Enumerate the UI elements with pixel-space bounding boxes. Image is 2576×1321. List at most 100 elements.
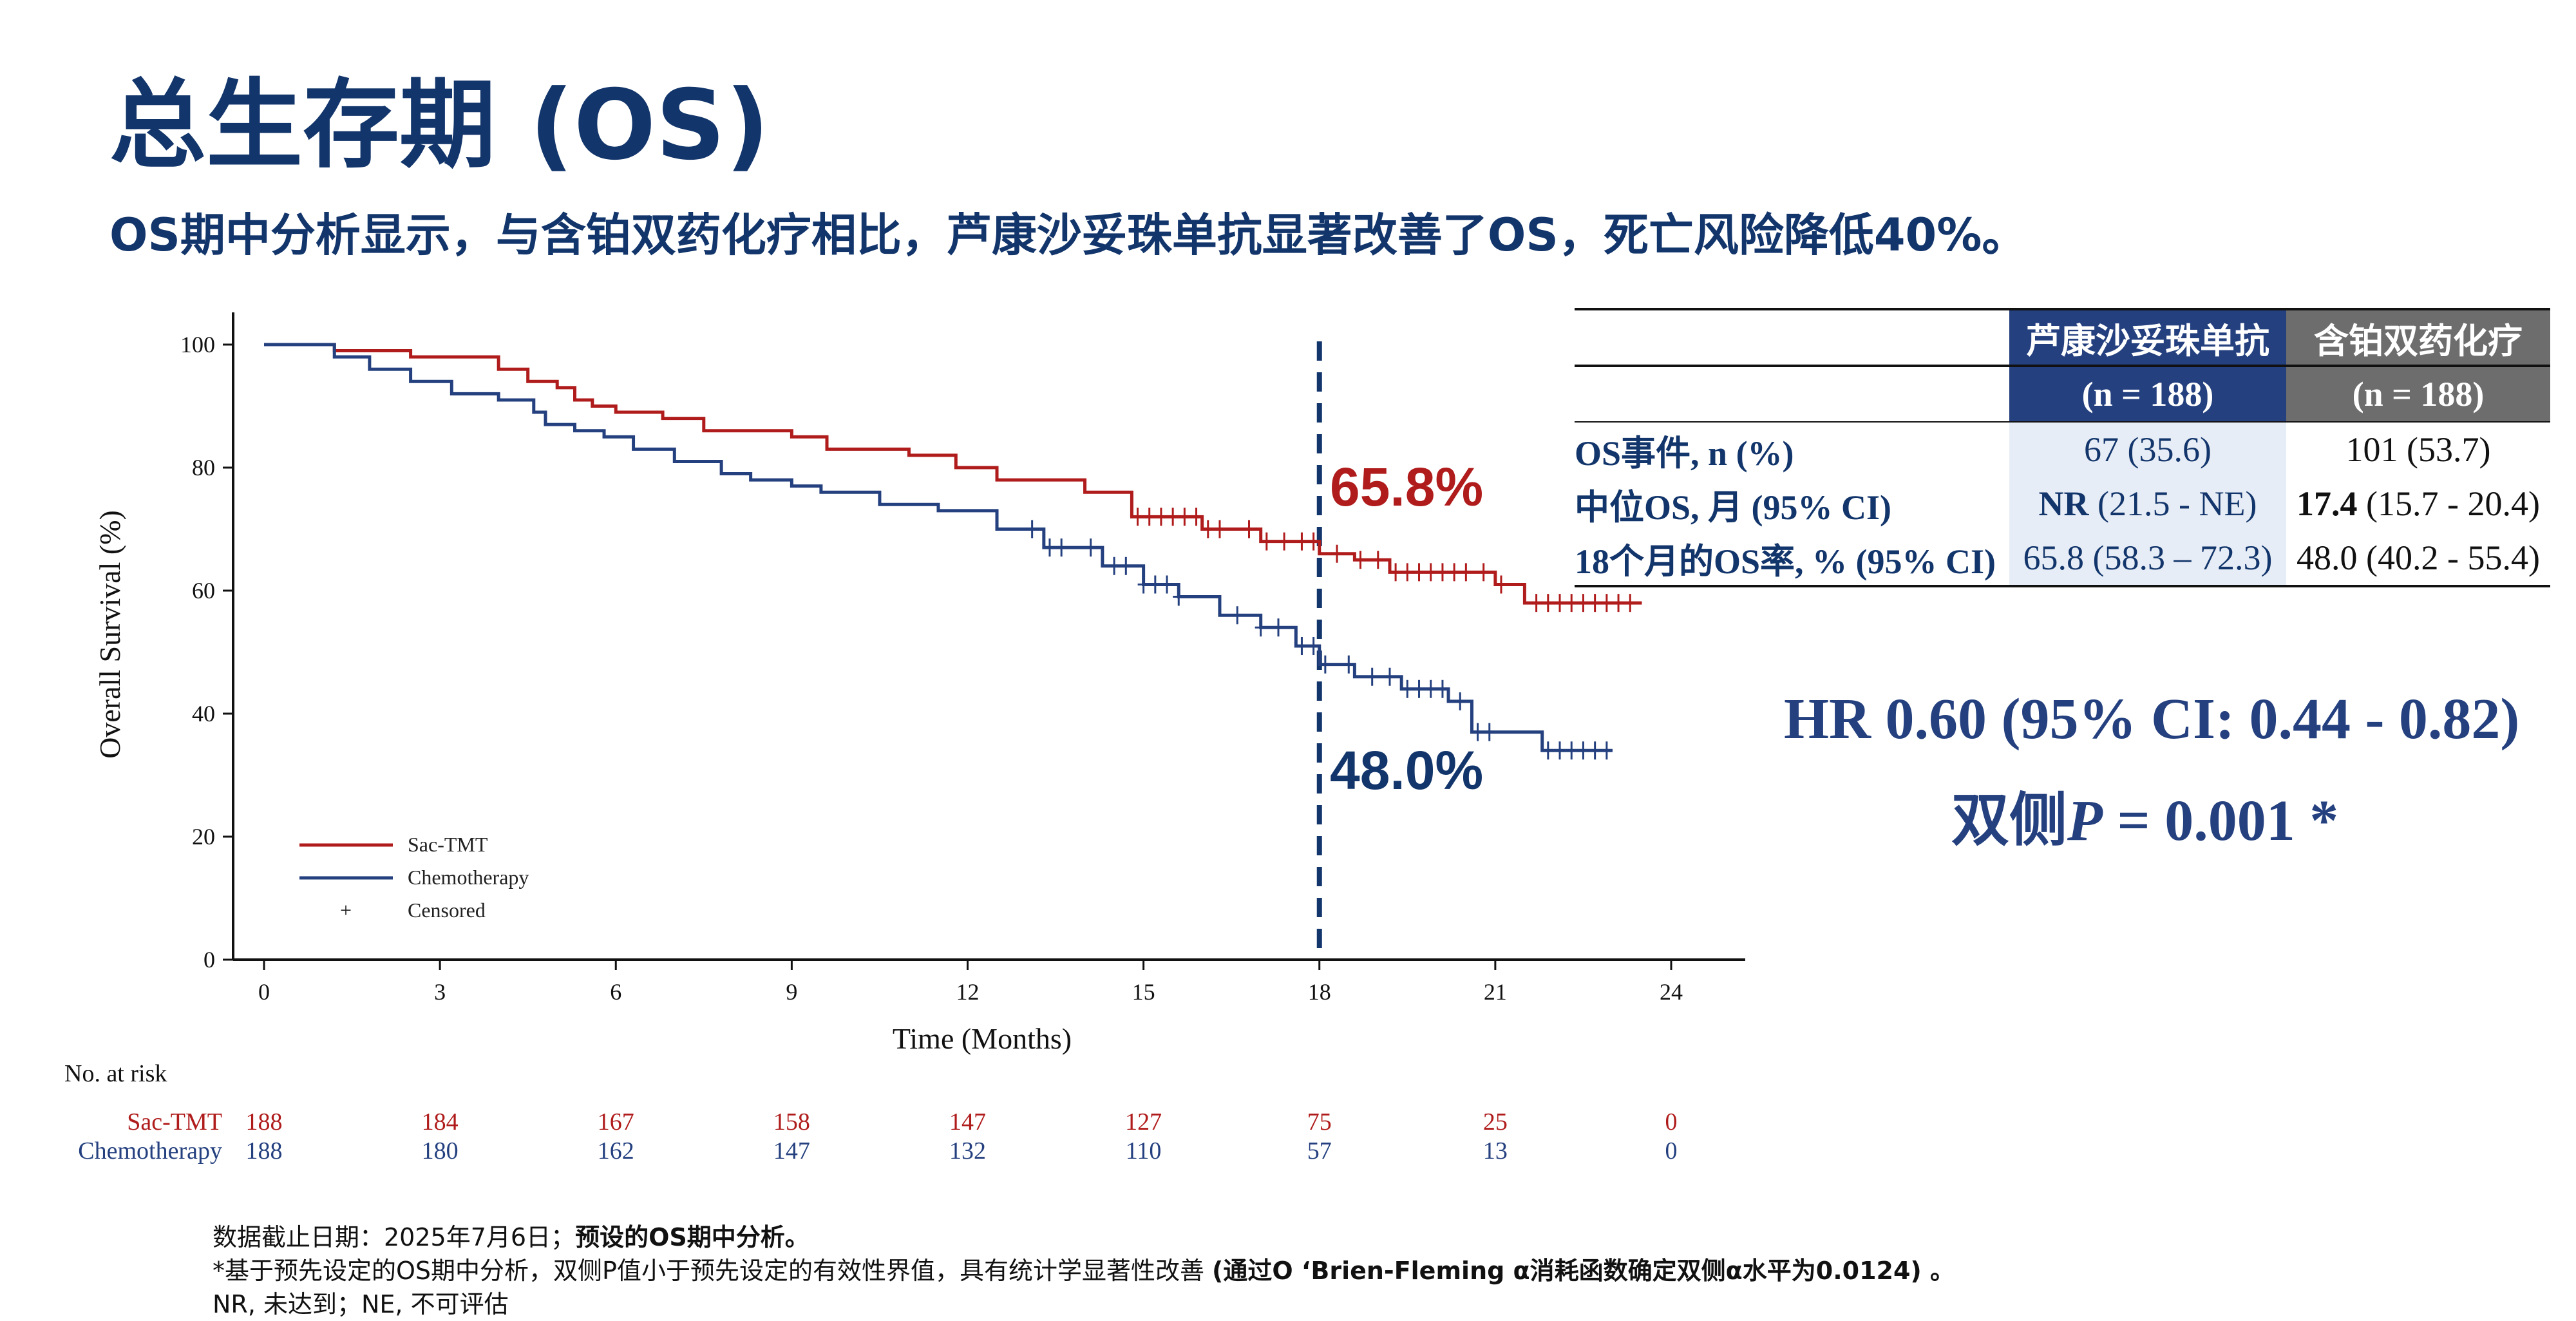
censor-mark: [1425, 680, 1437, 698]
censor-mark: [1155, 508, 1167, 526]
censor-mark: [1577, 594, 1589, 613]
censor-mark: [1566, 594, 1578, 613]
risk-count: 127: [1125, 1108, 1162, 1136]
censor-mark: [1436, 563, 1448, 582]
censor-mark: [1483, 723, 1495, 741]
x-tick-label: 21: [1484, 979, 1507, 1005]
censor-mark: [1390, 563, 1402, 582]
censor-mark: [1354, 551, 1367, 569]
censor-mark: [1530, 594, 1542, 613]
risk-count: 25: [1482, 1108, 1508, 1136]
legend-marker: +: [340, 898, 352, 922]
footnote-2-text: *基于预先设定的OS期中分析，双侧P值小于预先设定的有效性界值，具有统计学显著性…: [213, 1257, 1213, 1285]
hazard-ratio: HR 0.60 (95% CI: 0.44 - 0.82): [1784, 687, 2520, 751]
censor-mark: [1495, 575, 1507, 594]
censor-mark: [1260, 532, 1273, 551]
summary-table: 芦康沙妥珠单抗 含铂双药化疗 (n = 188) (n = 188) OS事件,…: [1575, 308, 2550, 587]
censor-mark: [1460, 563, 1472, 582]
censor-mark: [1319, 655, 1331, 674]
censor-mark: [1273, 618, 1285, 637]
x-tick-label: 3: [434, 979, 446, 1005]
censor-mark: [1296, 532, 1308, 551]
y-tick-label: 100: [180, 332, 215, 357]
table-row: OS事件, n (%) 67 (35.6) 101 (53.7): [1575, 422, 2550, 477]
censor-mark: [1384, 667, 1396, 686]
censor-mark: [1190, 508, 1202, 526]
page-title: 总生存期 (OS): [109, 70, 770, 182]
censor-mark: [1542, 741, 1554, 760]
censor-mark: [1600, 594, 1613, 613]
censor-mark: [1600, 741, 1613, 760]
risk-count: 57: [1307, 1137, 1332, 1164]
risk-count: 75: [1307, 1108, 1332, 1136]
censor-mark: [1137, 575, 1150, 594]
series-chemotherapy-line: [264, 343, 1613, 752]
censor-mark: [1589, 594, 1601, 613]
table-corner: [1575, 309, 2009, 366]
p-value: 双侧P = 0.001 *: [1951, 773, 2338, 857]
risk-count: 147: [773, 1137, 810, 1164]
annotation-sac-rate: 65.8%: [1330, 457, 1483, 517]
censor-mark: [1056, 538, 1068, 557]
censor-mark: [1213, 520, 1226, 538]
cell-sac-median-os: NR (21.5 - NE): [2009, 477, 2286, 531]
footnote-data-cutoff: 数据截止日期：2025年7月6日；预设的OS期中分析。: [213, 1217, 810, 1253]
risk-count: 147: [949, 1108, 986, 1136]
chart-axes: 0 20 40 60 80 100 0 3 6 9 12 15 18 21 24: [180, 312, 1745, 1005]
p-value-symbol: P: [2067, 789, 2103, 853]
risk-count: 158: [773, 1108, 810, 1136]
risk-count: 180: [421, 1137, 459, 1164]
censor-mark: [1624, 594, 1636, 613]
x-tick-label: 24: [1660, 979, 1683, 1005]
censor-mark: [1202, 520, 1214, 538]
censor-mark: [1477, 563, 1490, 582]
censor-mark: [1149, 575, 1161, 594]
risk-count: 167: [597, 1108, 634, 1136]
censor-mark: [1307, 636, 1320, 655]
risk-count: 184: [421, 1108, 459, 1136]
censor-mark: [1413, 680, 1425, 698]
risk-row-label: Chemotherapy: [78, 1137, 222, 1164]
row-label-18mo-rate: 18个月的OS率, % (95% CI): [1575, 542, 1996, 581]
x-tick-label: 18: [1308, 979, 1331, 1005]
chemo-median-value: 17.4: [2297, 484, 2358, 523]
censor-mark: [1243, 520, 1255, 538]
header-chemo-n: (n = 188): [2286, 366, 2550, 422]
censor-mark: [1448, 563, 1461, 582]
censor-mark: [1472, 723, 1484, 741]
x-axis-label: Time (Months): [893, 1022, 1072, 1055]
risk-row-label: Sac-TMT: [127, 1108, 222, 1136]
censor-mark: [1231, 606, 1244, 625]
row-label-os-events: OS事件, n (%): [1575, 433, 1794, 473]
cell-chemo-18mo-rate: 48.0 (40.2 - 55.4): [2286, 531, 2550, 586]
censor-mark: [1179, 508, 1191, 526]
x-tick-label: 6: [610, 979, 621, 1005]
table-row: 中位OS, 月 (95% CI) NR (21.5 - NE) 17.4 (15…: [1575, 477, 2550, 531]
censor-mark: [1436, 680, 1448, 698]
y-tick-label: 60: [192, 578, 215, 603]
risk-count: 188: [245, 1108, 283, 1136]
censor-mark: [1454, 692, 1466, 710]
censor-mark: [1167, 508, 1179, 526]
header-sac-name: 芦康沙妥珠单抗: [2009, 309, 2286, 366]
censor-marks: [1026, 508, 1636, 760]
y-axis-label: Overall Survival (%): [93, 510, 126, 759]
sac-median-ci: (21.5 - NE): [2088, 484, 2257, 523]
censor-mark: [1143, 508, 1155, 526]
censor-mark: [1084, 538, 1097, 557]
chart-legend: Sac-TMT Chemotherapy + Censored: [299, 833, 529, 922]
censor-mark: [1343, 655, 1355, 674]
footnote-1-text: 数据截止日期：2025年7月6日；: [213, 1223, 576, 1251]
censor-mark: [1120, 556, 1132, 575]
risk-count: 188: [245, 1137, 283, 1164]
censor-mark: [1613, 594, 1625, 613]
y-tick-label: 0: [204, 947, 215, 973]
x-tick-label: 12: [956, 979, 980, 1005]
censor-mark: [1554, 741, 1566, 760]
table-corner-2: [1575, 366, 2009, 422]
y-tick-label: 40: [192, 701, 215, 727]
chemo-median-ci: (15.7 - 20.4): [2357, 484, 2540, 523]
header-chemo-name: 含铂双药化疗: [2286, 309, 2550, 366]
p-value-rest: = 0.001 *: [2102, 789, 2339, 853]
censor-mark: [1255, 618, 1267, 637]
